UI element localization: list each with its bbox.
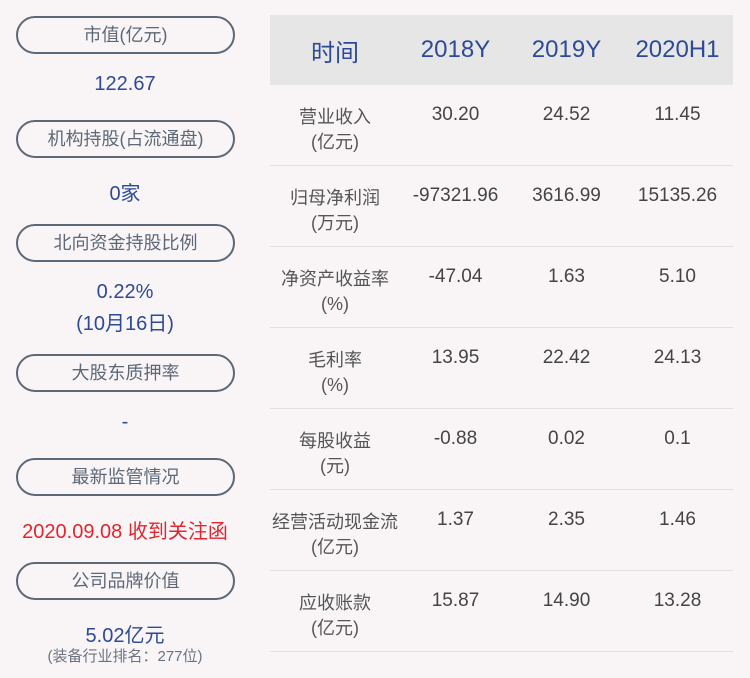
metric-name: 毛利率 xyxy=(308,350,362,370)
table-cell: 0.02 xyxy=(548,428,585,449)
table-cell: 1.46 xyxy=(659,509,696,530)
metric-unit: (%) xyxy=(321,294,349,314)
table-header: 时间 2018Y 2019Y 2020H1 xyxy=(270,15,733,85)
financial-table: 时间 2018Y 2019Y 2020H1 营业收入 (亿元) 30.20 24.52… xyxy=(270,15,733,652)
table-cell: 1.37 xyxy=(437,509,474,530)
header-2019: 2019Y xyxy=(531,36,602,63)
row-label: 净资产收益率 (%) xyxy=(270,247,400,327)
table-cell: -97321.96 xyxy=(412,185,499,206)
metric-unit: (万元) xyxy=(311,213,359,233)
table-cell: 3616.99 xyxy=(532,185,601,206)
metric-unit: (亿元) xyxy=(311,618,359,638)
table-cell: 0.1 xyxy=(664,428,691,449)
regulation-value: 2020.09.08 收到关注函 xyxy=(22,521,228,543)
table-cell: 30.20 xyxy=(431,104,480,125)
table-cell: 24.52 xyxy=(542,104,591,125)
table-cell: 1.63 xyxy=(548,266,585,287)
header-time: 时间 xyxy=(311,39,359,67)
table-cell: -47.04 xyxy=(428,266,483,287)
metric-name: 归母净利润 xyxy=(290,188,380,208)
table-row: 每股收益 (元) -0.88 0.02 0.1 xyxy=(270,409,733,490)
institution-holding-label: 机构持股(占流通盘) xyxy=(16,120,235,158)
metric-unit: (亿元) xyxy=(311,537,359,557)
market-cap-value: 122.67 xyxy=(94,73,156,95)
table-cell: 13.28 xyxy=(653,590,702,611)
table-cell: -0.88 xyxy=(433,428,478,449)
pledge-rate-label: 大股东质押率 xyxy=(16,354,235,392)
table-row: 营业收入 (亿元) 30.20 24.52 11.45 xyxy=(270,85,733,166)
row-label: 营业收入 (亿元) xyxy=(270,85,400,165)
table-cell: 15.87 xyxy=(431,590,480,611)
table-row: 归母净利润 (万元) -97321.96 3616.99 15135.26 xyxy=(270,166,733,247)
table-cell: 24.13 xyxy=(653,347,702,368)
metric-name: 应收账款 xyxy=(299,593,371,613)
metric-unit: (亿元) xyxy=(311,132,359,152)
table-cell: 2.35 xyxy=(548,509,585,530)
metric-name: 每股收益 xyxy=(299,431,371,451)
row-label: 归母净利润 (万元) xyxy=(270,166,400,246)
brand-value: 5.02亿元 xyxy=(85,625,165,647)
northbound-ratio-label: 北向资金持股比例 xyxy=(16,224,235,262)
table-cell: 5.10 xyxy=(659,266,696,287)
table-cell: 13.95 xyxy=(431,347,480,368)
pledge-rate-value: - xyxy=(121,411,129,433)
row-label: 每股收益 (元) xyxy=(270,409,400,489)
northbound-ratio-date: (10月16日) xyxy=(76,313,174,335)
table-row: 应收账款 (亿元) 15.87 14.90 13.28 xyxy=(270,571,733,652)
table-cell: 22.42 xyxy=(542,347,591,368)
table-row: 毛利率 (%) 13.95 22.42 24.13 xyxy=(270,328,733,409)
table-cell: 15135.26 xyxy=(637,185,718,206)
northbound-ratio-value: 0.22% xyxy=(96,281,154,303)
row-label: 经营活动现金流 (亿元) xyxy=(270,490,400,570)
metric-name: 净资产收益率 xyxy=(281,269,389,289)
table-row: 净资产收益率 (%) -47.04 1.63 5.10 xyxy=(270,247,733,328)
metric-name: 经营活动现金流 xyxy=(272,512,398,532)
table-cell: 11.45 xyxy=(654,104,701,125)
table-row: 经营活动现金流 (亿元) 1.37 2.35 1.46 xyxy=(270,490,733,571)
brand-rank-note: (装备行业排名：277位) xyxy=(47,648,203,665)
regulation-label: 最新监管情况 xyxy=(16,458,235,496)
brand-value-label: 公司品牌价值 xyxy=(16,562,235,600)
row-label: 毛利率 (%) xyxy=(270,328,400,408)
institution-holding-value: 0家 xyxy=(109,183,141,205)
header-2020h1: 2020H1 xyxy=(635,36,720,63)
table-cell: 14.90 xyxy=(542,590,591,611)
metric-unit: (元) xyxy=(320,456,350,476)
market-cap-label: 市值(亿元) xyxy=(16,16,235,54)
metric-name: 营业收入 xyxy=(299,107,371,127)
row-label: 应收账款 (亿元) xyxy=(270,571,400,651)
metric-unit: (%) xyxy=(321,375,349,395)
header-2018: 2018Y xyxy=(420,36,491,63)
